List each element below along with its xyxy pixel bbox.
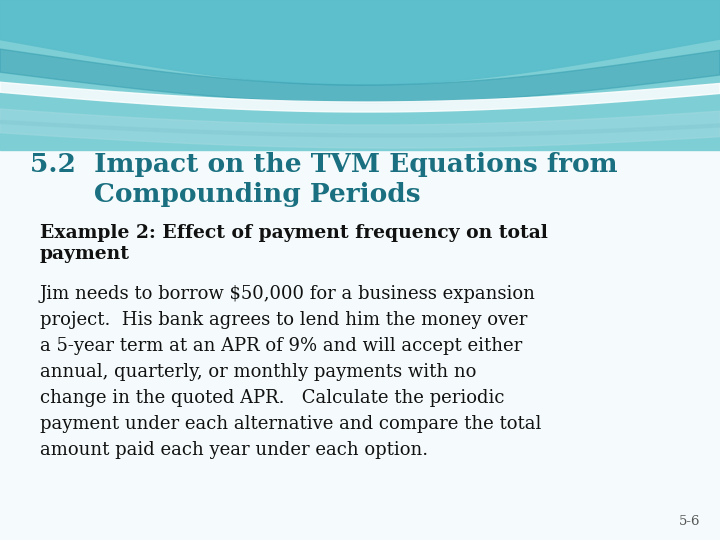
- Text: project.  His bank agrees to lend him the money over: project. His bank agrees to lend him the…: [40, 311, 527, 329]
- Text: amount paid each year under each option.: amount paid each year under each option.: [40, 441, 428, 459]
- Text: 5.2  Impact on the TVM Equations from: 5.2 Impact on the TVM Equations from: [30, 152, 618, 177]
- Polygon shape: [0, 0, 720, 150]
- Text: 5-6: 5-6: [678, 515, 700, 528]
- Text: change in the quoted APR.   Calculate the periodic: change in the quoted APR. Calculate the …: [40, 389, 505, 407]
- Text: Compounding Periods: Compounding Periods: [30, 182, 420, 207]
- Text: annual, quarterly, or monthly payments with no: annual, quarterly, or monthly payments w…: [40, 363, 477, 381]
- Text: a 5-year term at an APR of 9% and will accept either: a 5-year term at an APR of 9% and will a…: [40, 337, 522, 355]
- Text: payment: payment: [40, 245, 130, 263]
- Text: Jim needs to borrow $50,000 for a business expansion: Jim needs to borrow $50,000 for a busine…: [40, 285, 536, 303]
- Text: payment under each alternative and compare the total: payment under each alternative and compa…: [40, 415, 541, 433]
- Text: Example 2: Effect of payment frequency on total: Example 2: Effect of payment frequency o…: [40, 224, 548, 242]
